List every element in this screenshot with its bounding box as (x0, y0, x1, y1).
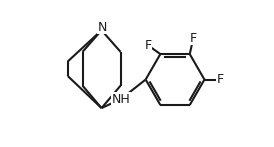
Text: NH: NH (112, 92, 130, 106)
Text: F: F (190, 32, 197, 45)
Text: F: F (216, 73, 224, 86)
Text: F: F (145, 39, 152, 52)
Text: N: N (98, 21, 107, 34)
